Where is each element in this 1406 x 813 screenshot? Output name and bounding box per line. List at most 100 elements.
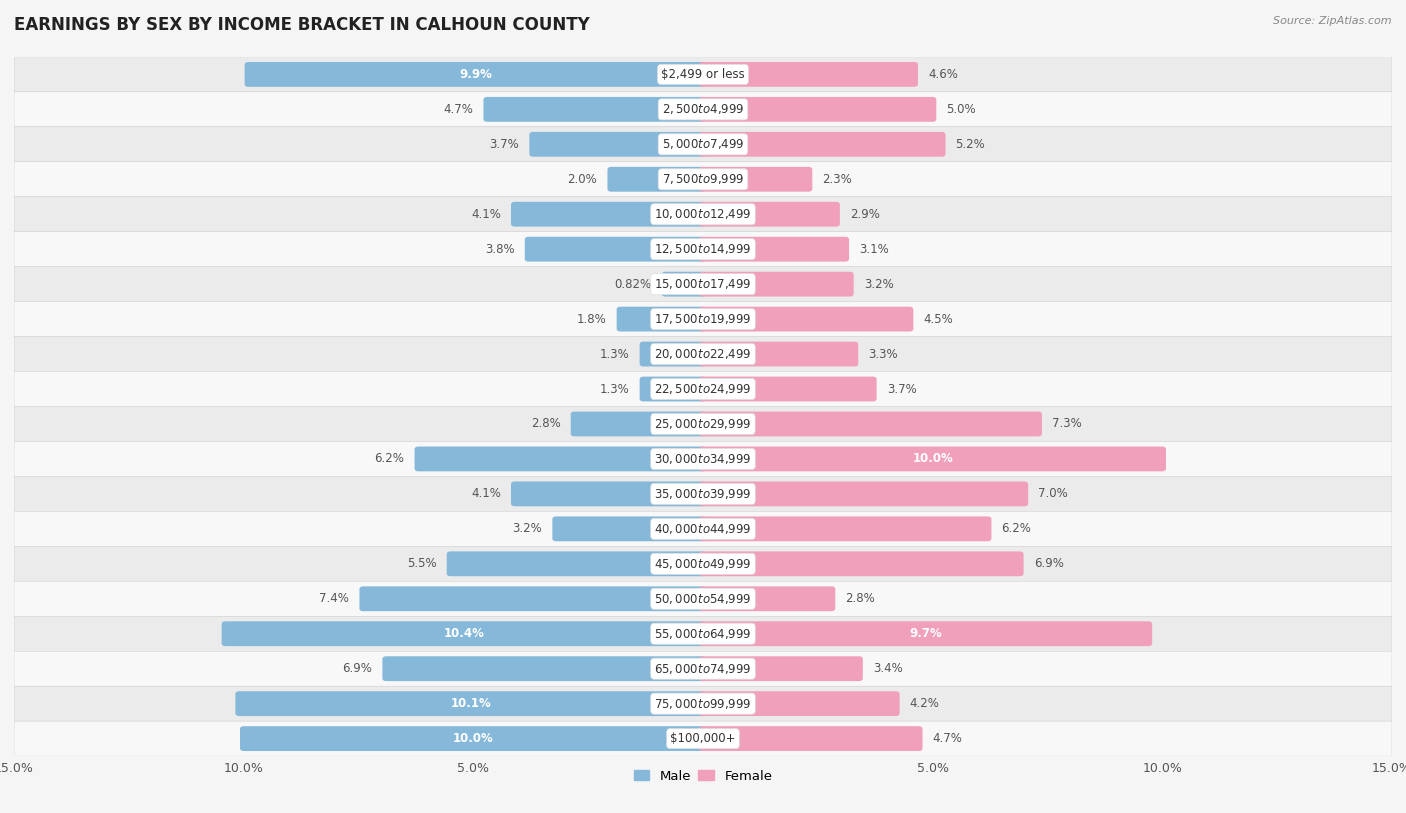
FancyBboxPatch shape	[510, 481, 707, 506]
FancyBboxPatch shape	[240, 726, 707, 751]
Text: 4.2%: 4.2%	[910, 698, 939, 710]
FancyBboxPatch shape	[699, 341, 858, 367]
FancyBboxPatch shape	[14, 267, 1392, 302]
FancyBboxPatch shape	[571, 411, 707, 437]
Text: $22,500 to $24,999: $22,500 to $24,999	[654, 382, 752, 396]
FancyBboxPatch shape	[699, 376, 876, 402]
FancyBboxPatch shape	[699, 551, 1024, 576]
Text: 9.7%: 9.7%	[910, 628, 942, 640]
Text: $75,000 to $99,999: $75,000 to $99,999	[654, 697, 752, 711]
Text: $50,000 to $54,999: $50,000 to $54,999	[654, 592, 752, 606]
Text: 1.3%: 1.3%	[600, 383, 630, 395]
FancyBboxPatch shape	[360, 586, 707, 611]
Text: 0.82%: 0.82%	[614, 278, 651, 290]
FancyBboxPatch shape	[14, 721, 1392, 756]
FancyBboxPatch shape	[14, 92, 1392, 127]
Text: 4.1%: 4.1%	[471, 208, 501, 220]
Text: $17,500 to $19,999: $17,500 to $19,999	[654, 312, 752, 326]
FancyBboxPatch shape	[617, 307, 707, 332]
Text: $12,500 to $14,999: $12,500 to $14,999	[654, 242, 752, 256]
Text: $10,000 to $12,499: $10,000 to $12,499	[654, 207, 752, 221]
Text: 6.2%: 6.2%	[374, 453, 405, 465]
FancyBboxPatch shape	[699, 272, 853, 297]
FancyBboxPatch shape	[484, 97, 707, 122]
FancyBboxPatch shape	[14, 162, 1392, 197]
Text: $5,000 to $7,499: $5,000 to $7,499	[662, 137, 744, 151]
FancyBboxPatch shape	[14, 127, 1392, 162]
FancyBboxPatch shape	[14, 372, 1392, 406]
FancyBboxPatch shape	[14, 686, 1392, 721]
FancyBboxPatch shape	[699, 586, 835, 611]
Text: 3.7%: 3.7%	[489, 138, 519, 150]
Text: $25,000 to $29,999: $25,000 to $29,999	[654, 417, 752, 431]
Text: 1.3%: 1.3%	[600, 348, 630, 360]
Text: 6.9%: 6.9%	[343, 663, 373, 675]
FancyBboxPatch shape	[699, 726, 922, 751]
Text: 5.0%: 5.0%	[946, 103, 976, 115]
Text: $45,000 to $49,999: $45,000 to $49,999	[654, 557, 752, 571]
FancyBboxPatch shape	[510, 202, 707, 227]
FancyBboxPatch shape	[699, 62, 918, 87]
Text: 5.5%: 5.5%	[406, 558, 437, 570]
FancyBboxPatch shape	[235, 691, 707, 716]
FancyBboxPatch shape	[553, 516, 707, 541]
Text: 10.4%: 10.4%	[444, 628, 485, 640]
FancyBboxPatch shape	[222, 621, 707, 646]
FancyBboxPatch shape	[14, 476, 1392, 511]
Text: $65,000 to $74,999: $65,000 to $74,999	[654, 662, 752, 676]
FancyBboxPatch shape	[699, 481, 1028, 506]
FancyBboxPatch shape	[699, 516, 991, 541]
Text: 3.3%: 3.3%	[869, 348, 898, 360]
FancyBboxPatch shape	[382, 656, 707, 681]
FancyBboxPatch shape	[640, 341, 707, 367]
FancyBboxPatch shape	[699, 202, 839, 227]
FancyBboxPatch shape	[699, 307, 914, 332]
FancyBboxPatch shape	[14, 302, 1392, 337]
Text: 4.6%: 4.6%	[928, 68, 957, 80]
Text: 2.8%: 2.8%	[845, 593, 875, 605]
Text: 7.0%: 7.0%	[1038, 488, 1069, 500]
Text: $15,000 to $17,499: $15,000 to $17,499	[654, 277, 752, 291]
FancyBboxPatch shape	[699, 97, 936, 122]
FancyBboxPatch shape	[699, 691, 900, 716]
Text: 3.2%: 3.2%	[513, 523, 543, 535]
FancyBboxPatch shape	[699, 132, 945, 157]
FancyBboxPatch shape	[14, 57, 1392, 92]
Text: 9.9%: 9.9%	[460, 68, 492, 80]
Text: 3.8%: 3.8%	[485, 243, 515, 255]
Text: $55,000 to $64,999: $55,000 to $64,999	[654, 627, 752, 641]
Text: 2.9%: 2.9%	[851, 208, 880, 220]
FancyBboxPatch shape	[14, 197, 1392, 232]
Text: 3.1%: 3.1%	[859, 243, 889, 255]
Legend: Male, Female: Male, Female	[628, 764, 778, 788]
FancyBboxPatch shape	[415, 446, 707, 472]
FancyBboxPatch shape	[14, 546, 1392, 581]
Text: $40,000 to $44,999: $40,000 to $44,999	[654, 522, 752, 536]
Text: 7.3%: 7.3%	[1052, 418, 1081, 430]
FancyBboxPatch shape	[607, 167, 707, 192]
FancyBboxPatch shape	[14, 232, 1392, 267]
Text: $2,499 or less: $2,499 or less	[661, 68, 745, 80]
Text: $100,000+: $100,000+	[671, 733, 735, 745]
FancyBboxPatch shape	[640, 376, 707, 402]
Text: EARNINGS BY SEX BY INCOME BRACKET IN CALHOUN COUNTY: EARNINGS BY SEX BY INCOME BRACKET IN CAL…	[14, 16, 589, 34]
FancyBboxPatch shape	[14, 616, 1392, 651]
Text: $2,500 to $4,999: $2,500 to $4,999	[662, 102, 744, 116]
Text: 1.8%: 1.8%	[576, 313, 606, 325]
FancyBboxPatch shape	[530, 132, 707, 157]
Text: 5.2%: 5.2%	[956, 138, 986, 150]
Text: 7.4%: 7.4%	[319, 593, 349, 605]
FancyBboxPatch shape	[699, 656, 863, 681]
Text: 3.7%: 3.7%	[887, 383, 917, 395]
FancyBboxPatch shape	[699, 237, 849, 262]
Text: 2.0%: 2.0%	[568, 173, 598, 185]
FancyBboxPatch shape	[14, 337, 1392, 372]
FancyBboxPatch shape	[524, 237, 707, 262]
FancyBboxPatch shape	[14, 581, 1392, 616]
Text: 3.2%: 3.2%	[863, 278, 893, 290]
FancyBboxPatch shape	[662, 272, 707, 297]
Text: $7,500 to $9,999: $7,500 to $9,999	[662, 172, 744, 186]
Text: Source: ZipAtlas.com: Source: ZipAtlas.com	[1274, 16, 1392, 26]
Text: 4.7%: 4.7%	[443, 103, 474, 115]
Text: 4.5%: 4.5%	[924, 313, 953, 325]
